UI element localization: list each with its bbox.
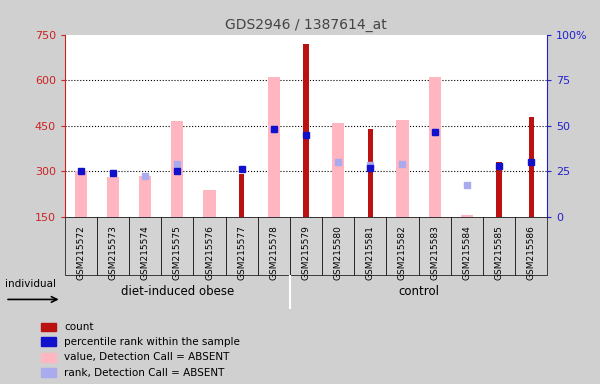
Bar (203, 190, 215, 217)
Text: control: control (398, 285, 439, 298)
FancyBboxPatch shape (129, 217, 161, 275)
Text: GSM215586: GSM215586 (527, 226, 536, 280)
FancyBboxPatch shape (226, 217, 258, 275)
Text: GSM215582: GSM215582 (398, 226, 407, 280)
Text: diet-induced obese: diet-induced obese (121, 285, 234, 298)
Bar (529, 117, 533, 217)
FancyBboxPatch shape (419, 217, 451, 275)
FancyBboxPatch shape (322, 217, 354, 275)
Text: GSM215581: GSM215581 (366, 226, 375, 280)
Text: GSM215584: GSM215584 (463, 226, 472, 280)
Text: percentile rank within the sample: percentile rank within the sample (64, 337, 240, 347)
Text: rank, Detection Call = ABSENT: rank, Detection Call = ABSENT (64, 367, 224, 378)
Bar (41, 338, 56, 346)
Text: GSM215583: GSM215583 (430, 226, 439, 280)
Bar (428, 77, 441, 217)
Text: GSM215573: GSM215573 (109, 226, 118, 280)
Bar (239, 174, 244, 217)
FancyBboxPatch shape (161, 217, 193, 275)
Text: GSM215585: GSM215585 (494, 226, 503, 280)
FancyBboxPatch shape (97, 217, 129, 275)
FancyBboxPatch shape (515, 217, 547, 275)
Bar (171, 121, 184, 217)
Bar (139, 176, 151, 217)
FancyBboxPatch shape (65, 217, 97, 275)
FancyBboxPatch shape (451, 217, 483, 275)
Bar (332, 123, 344, 217)
Text: GSM215572: GSM215572 (76, 226, 85, 280)
FancyBboxPatch shape (258, 217, 290, 275)
Text: individual: individual (5, 279, 56, 289)
FancyBboxPatch shape (483, 217, 515, 275)
Bar (41, 323, 56, 331)
Bar (461, 215, 473, 217)
Text: value, Detection Call = ABSENT: value, Detection Call = ABSENT (64, 352, 229, 362)
Bar (496, 162, 502, 217)
Text: GSM215574: GSM215574 (140, 226, 150, 280)
Bar (75, 171, 87, 217)
Text: GSM215576: GSM215576 (205, 226, 214, 280)
Bar (268, 77, 280, 217)
Text: GSM215579: GSM215579 (302, 226, 311, 280)
Title: GDS2946 / 1387614_at: GDS2946 / 1387614_at (225, 18, 387, 32)
FancyBboxPatch shape (290, 217, 322, 275)
Bar (368, 129, 373, 217)
Bar (304, 44, 308, 217)
Bar (397, 120, 409, 217)
FancyBboxPatch shape (386, 217, 419, 275)
Text: GSM215580: GSM215580 (334, 226, 343, 280)
FancyBboxPatch shape (354, 217, 386, 275)
Text: GSM215577: GSM215577 (237, 226, 246, 280)
Bar (41, 368, 56, 377)
Text: GSM215578: GSM215578 (269, 226, 278, 280)
Text: GSM215575: GSM215575 (173, 226, 182, 280)
Bar (107, 177, 119, 217)
Bar (41, 353, 56, 362)
FancyBboxPatch shape (193, 217, 226, 275)
Text: count: count (64, 322, 94, 332)
